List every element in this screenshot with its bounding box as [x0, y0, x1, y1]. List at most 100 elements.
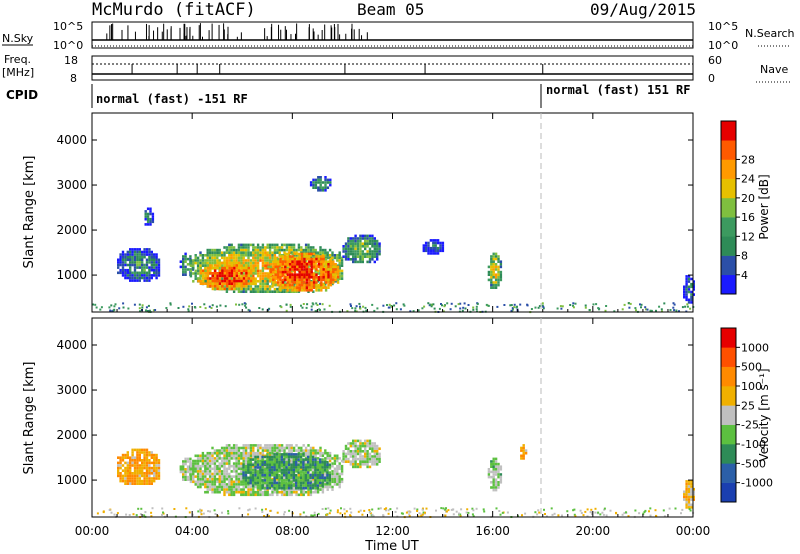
data-cell: [317, 289, 321, 292]
data-cell: [690, 503, 693, 507]
data-cell: [211, 483, 214, 486]
data-cell: [223, 488, 226, 491]
data-cell: [278, 473, 281, 477]
data-cell: [240, 493, 243, 497]
data-cell: [182, 468, 185, 471]
data-cell: [284, 270, 287, 274]
data-cell: [232, 246, 236, 249]
scatter-cell: [139, 310, 141, 313]
data-cell: [279, 270, 282, 274]
colorbar-segment: [721, 121, 736, 141]
data-cell: [359, 258, 362, 261]
data-cell: [264, 267, 267, 270]
data-cell: [202, 269, 205, 272]
data-cell: [252, 261, 255, 265]
data-cell: [228, 490, 231, 494]
data-cell: [144, 217, 147, 221]
scatter-cell: [161, 507, 164, 510]
scatter-cell: [445, 510, 448, 513]
data-cell: [201, 274, 205, 278]
data-cell: [290, 477, 293, 481]
data-cell: [249, 490, 253, 494]
data-cell: [117, 271, 120, 275]
data-cell: [271, 471, 274, 474]
scatter-cell: [135, 514, 138, 517]
scatter-cell: [289, 303, 292, 306]
data-cell: [126, 255, 129, 259]
data-cell: [238, 261, 241, 265]
data-cell: [310, 252, 313, 256]
data-cell: [199, 454, 202, 458]
scatter-cell: [132, 513, 135, 516]
data-cell: [228, 264, 231, 267]
data-cell: [340, 277, 344, 280]
data-cell: [220, 264, 224, 267]
data-cell: [264, 274, 267, 278]
data-cell: [494, 473, 498, 476]
data-cell: [291, 278, 294, 282]
data-cell: [225, 444, 229, 447]
data-cell: [129, 469, 132, 472]
data-cell: [194, 259, 197, 262]
data-cell: [319, 181, 322, 184]
data-cell: [317, 278, 321, 282]
scatter-cell: [247, 513, 250, 516]
data-cell: [273, 287, 277, 291]
data-cell: [685, 298, 688, 302]
data-cell: [288, 246, 291, 249]
data-cell: [364, 455, 367, 458]
scatter-cell: [354, 307, 357, 310]
data-cell: [492, 265, 495, 269]
data-cell: [307, 290, 310, 293]
data-cell: [373, 455, 376, 458]
data-cell: [487, 470, 491, 474]
data-cell: [288, 276, 292, 279]
data-cell: [336, 454, 339, 458]
scatter-cell: [145, 306, 148, 309]
data-cell: [141, 268, 144, 272]
data-cell: [119, 459, 122, 462]
data-cell: [328, 254, 332, 257]
data-cell: [225, 459, 229, 463]
data-cell: [131, 472, 134, 475]
data-cell: [223, 446, 226, 450]
data-cell: [148, 451, 151, 454]
data-cell: [288, 283, 292, 287]
data-cell: [206, 462, 209, 465]
data-cell: [314, 181, 318, 184]
scatter-cell: [143, 514, 146, 517]
data-region: [144, 207, 155, 226]
data-cell: [131, 263, 134, 267]
data-cell: [145, 263, 149, 267]
data-cell: [235, 477, 238, 481]
data-cell: [271, 490, 274, 494]
data-cell: [359, 460, 362, 463]
data-cell: [302, 484, 305, 487]
data-cell: [266, 251, 269, 254]
data-cell: [232, 475, 236, 478]
data-cell: [349, 455, 352, 458]
data-cell: [683, 285, 686, 289]
scatter-cell: [301, 306, 304, 309]
x-axis-label: Time UT: [364, 539, 418, 554]
data-cell: [192, 464, 195, 468]
data-cell: [232, 464, 236, 468]
data-cell: [320, 273, 323, 276]
data-cell: [359, 234, 362, 238]
data-cell: [429, 239, 433, 242]
data-cell: [334, 265, 337, 269]
data-cell: [368, 444, 372, 448]
data-cell: [259, 248, 262, 252]
data-cell: [280, 476, 283, 480]
data-cell: [494, 286, 498, 289]
data-cell: [292, 479, 295, 482]
data-cell: [204, 490, 207, 494]
data-cell: [287, 481, 291, 485]
data-cell: [138, 474, 141, 478]
scatter-cell: [363, 509, 366, 512]
data-cell: [281, 283, 285, 287]
data-cell: [352, 457, 355, 461]
data-cell: [356, 260, 360, 264]
data-cell: [254, 473, 257, 477]
scatter-cell: [509, 304, 512, 307]
